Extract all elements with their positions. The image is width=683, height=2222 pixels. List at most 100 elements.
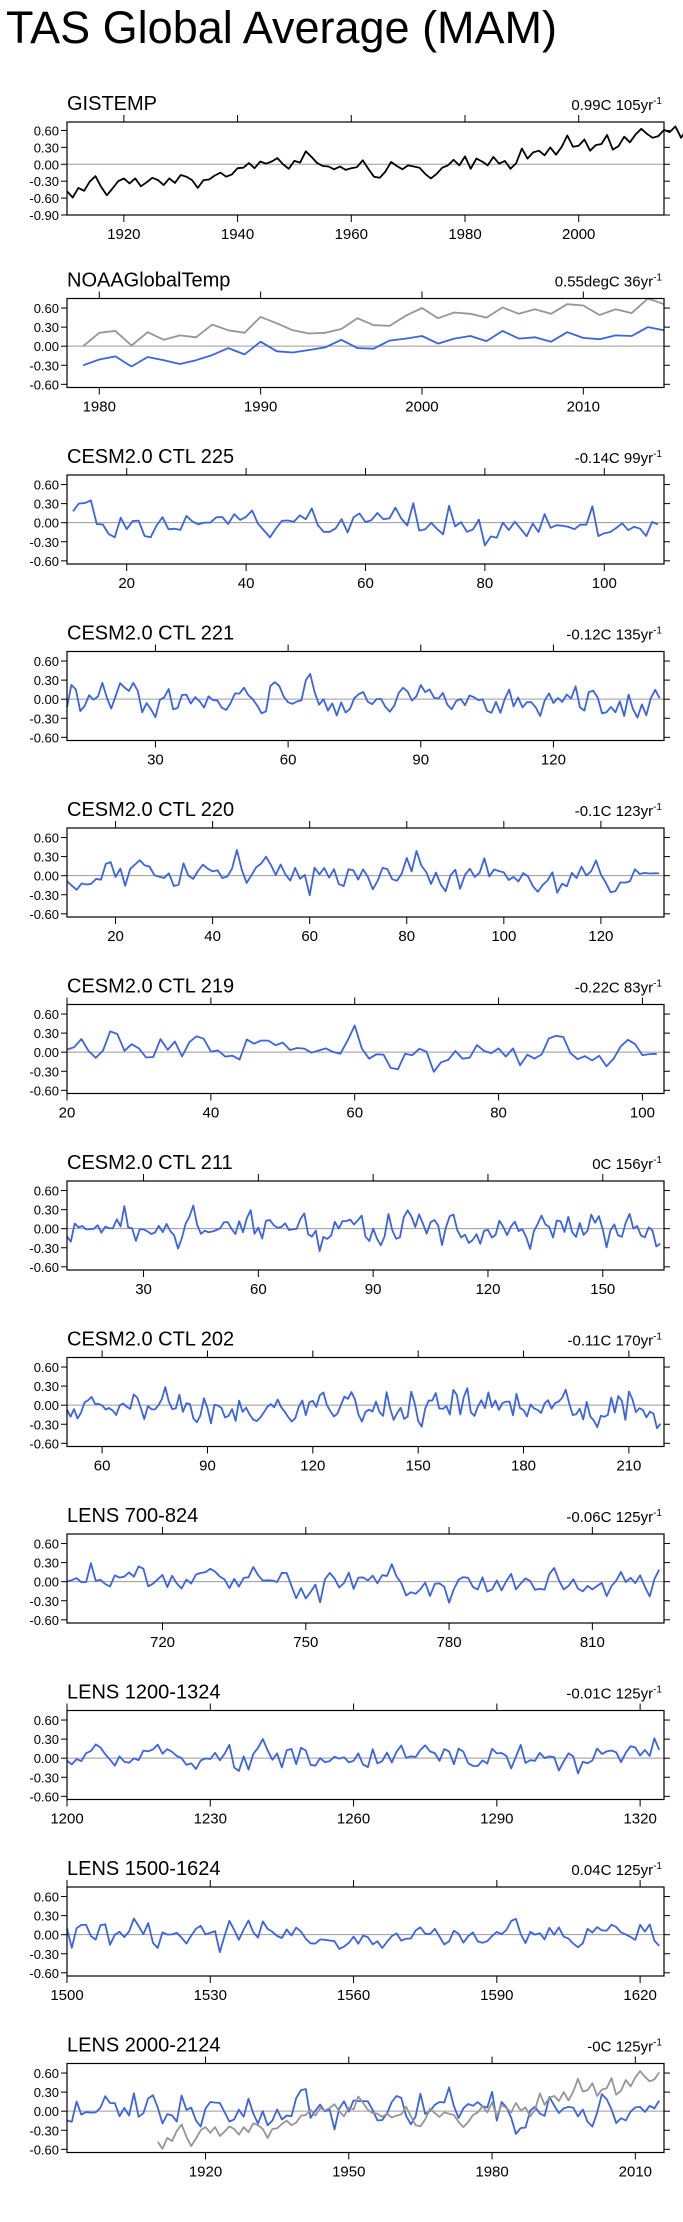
y-tick-label: -0.30 [29,1947,59,1962]
x-tick-label: 100 [592,575,617,592]
x-tick-label: 780 [437,1634,462,1651]
plot-frame [66,650,665,742]
plot-frame [66,297,665,389]
y-tick-label: -0.60 [29,191,59,206]
x-tick-label: 1980 [475,2164,508,2181]
plot-frame [66,1180,665,1271]
y-tick-label: 0.00 [34,339,59,354]
x-tick-label: 80 [477,575,494,592]
x-tick-label: 150 [406,1458,431,1475]
x-tick-label: 1260 [337,1811,370,1828]
x-tick-label: 20 [59,1105,76,1122]
panel-label: LENS 700-824 [67,1505,198,1527]
y-tick-label: 0.30 [34,1732,59,1747]
y-tick-label: 0.00 [34,157,59,172]
x-tick-label: 60 [280,752,297,769]
x-tick-label: 1200 [50,1811,83,1828]
y-tick-label: 0.60 [34,1007,59,1022]
y-tick-label: -0.60 [29,730,59,745]
x-tick-label: 30 [147,752,164,769]
y-tick-label: -0.60 [29,1789,59,1804]
x-tick-label: 1990 [244,399,277,416]
series-line-blue [66,1917,660,1954]
panel-trend: -0C 125yr-1 [587,2038,662,2056]
x-tick-label: 1960 [335,226,368,243]
x-tick-label: 2010 [567,399,600,416]
y-tick-label: -0.90 [29,208,59,223]
series-line-blue [66,1204,661,1252]
plot-frame [66,1886,665,1977]
chart-panel-4: CESM2.0 CTL 220 -0.1C 123yr-1 0.60 0.30 0.00… [29,799,670,945]
page-title: TAS Global Average (MAM) [6,2,558,53]
series-line-blue [82,326,665,368]
x-tick-label: 1920 [189,2164,222,2181]
y-tick-label: 0.30 [34,850,59,865]
y-tick-label: 0.30 [34,320,59,335]
panel-trend: -0.12C 135yr-1 [566,626,662,644]
series-line-gray [82,297,665,347]
y-tick-label: -0.30 [29,1594,59,1609]
x-tick-label: 1500 [50,1987,83,2004]
series-line-blue [66,1386,662,1430]
y-tick-label: 0.60 [34,1184,59,1199]
panel-trend: -0.14C 99yr-1 [575,449,663,467]
plot-frame [66,2062,665,2154]
y-tick-label: 0.60 [34,1537,59,1552]
y-tick-label: 0.30 [34,140,59,155]
x-tick-label: 2010 [619,2164,652,2181]
x-tick-label: 60 [250,1281,267,1298]
x-tick-label: 90 [412,752,429,769]
y-tick-label: 0.30 [34,1379,59,1394]
x-tick-label: 1560 [337,1987,370,2004]
series-line-gray [156,2070,660,2150]
x-tick-label: 1940 [221,226,254,243]
x-tick-label: 100 [630,1105,655,1122]
y-tick-label: 0.60 [34,123,59,138]
panel-trend: 0.55degC 36yr-1 [555,273,663,291]
y-tick-label: 0.60 [34,301,59,316]
x-tick-label: 40 [238,575,255,592]
y-tick-label: -0.30 [29,1064,59,1079]
x-tick-label: 1290 [480,1811,513,1828]
chart-panel-6: CESM2.0 CTL 211 0C 156yr-1 0.60 0.30 0.00 -0.… [29,1152,670,1298]
y-tick-label: 0.00 [34,1222,59,1237]
y-tick-label: 0.00 [34,692,59,707]
x-tick-label: 2000 [405,399,438,416]
x-tick-label: 1980 [448,226,481,243]
y-tick-label: 0.60 [34,1890,59,1905]
y-tick-label: -0.60 [29,1966,59,1981]
x-tick-label: 180 [511,1458,536,1475]
x-tick-label: 60 [94,1458,111,1475]
x-tick-label: 40 [203,1105,220,1122]
plot-frame [66,121,665,216]
y-tick-label: 0.30 [34,1026,59,1041]
panel-label: CESM2.0 CTL 202 [67,1329,234,1351]
chart-panel-9: LENS 1200-1324 -0.01C 125yr-1 0.60 0.30 0.00… [29,1682,670,1828]
panel-label: NOAAGlobalTemp [67,270,230,292]
y-tick-label: -0.60 [29,1613,59,1628]
panel-label: LENS 1500-1624 [67,1858,220,1880]
panel-trend: 0C 156yr-1 [592,1155,662,1173]
x-tick-label: 1530 [194,1987,227,2004]
panel-trend: -0.06C 125yr-1 [566,1508,662,1526]
series-line-black [66,125,683,199]
y-tick-label: 0.30 [34,673,59,688]
y-tick-label: 0.60 [34,831,59,846]
y-tick-label: 0.00 [34,1575,59,1590]
y-tick-label: 0.00 [34,1751,59,1766]
y-tick-label: 0.60 [34,2066,59,2081]
x-tick-label: 60 [346,1105,363,1122]
x-tick-label: 120 [588,928,613,945]
panel-label: CESM2.0 CTL 225 [67,446,234,468]
panel-label: LENS 2000-2124 [67,2035,220,2057]
plot-frame [66,1709,665,1801]
x-tick-label: 120 [541,752,566,769]
chart-panel-8: LENS 700-824 -0.06C 125yr-1 0.60 0.30 0.00 -0… [29,1505,670,1651]
panel-trend: -0.11C 170yr-1 [567,1332,662,1350]
x-tick-label: 1320 [623,1811,656,1828]
y-tick-label: 0.00 [34,516,59,531]
y-tick-label: 0.00 [34,1928,59,1943]
plot-frame [66,1356,665,1448]
